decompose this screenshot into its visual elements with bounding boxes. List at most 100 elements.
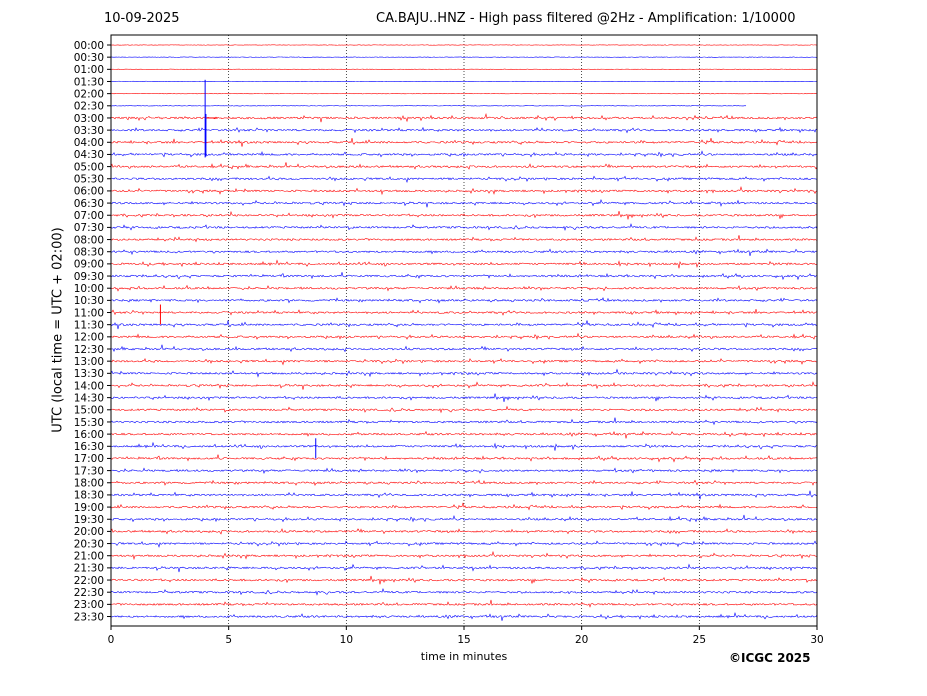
y-tick-label-09:00: 09:00 (74, 259, 104, 271)
trace-09:30 (110, 272, 818, 281)
trace-15:00 (110, 405, 818, 414)
y-tick-label-02:30: 02:30 (74, 101, 104, 113)
trace-10:00 (110, 284, 818, 292)
trace-19:00 (110, 502, 818, 511)
trace-19:30 (110, 514, 818, 523)
trace-04:00 (110, 137, 818, 147)
y-tick-label-08:00: 08:00 (74, 234, 104, 246)
y-tick-label-20:00: 20:00 (74, 526, 104, 538)
y-tick-label-07:00: 07:00 (74, 210, 104, 222)
y-tick-label-21:30: 21:30 (74, 563, 104, 575)
y-tick-label-16:00: 16:00 (74, 429, 104, 441)
y-tick-label-13:30: 13:30 (74, 368, 104, 380)
y-tick-label-23:30: 23:30 (74, 611, 104, 623)
y-tick-label-00:30: 00:30 (74, 52, 104, 64)
trace-05:30 (110, 175, 818, 184)
y-tick-label-04:30: 04:30 (74, 149, 104, 161)
y-tick-label-17:00: 17:00 (74, 453, 104, 465)
x-tick-label-30: 30 (810, 634, 823, 646)
trace-13:30 (110, 368, 818, 378)
x-tick-label-15: 15 (457, 634, 470, 646)
x-tick-label-10: 10 (340, 634, 353, 646)
y-tick-label-14:00: 14:00 (74, 380, 104, 392)
y-tick-label-13:00: 13:00 (74, 356, 104, 368)
trace-14:30 (110, 393, 818, 402)
y-tick-label-21:00: 21:00 (74, 551, 104, 563)
trace-21:30 (110, 563, 818, 573)
x-tick-label-0: 0 (108, 634, 115, 646)
grid-lines (228, 35, 700, 626)
y-tick-label-18:00: 18:00 (74, 478, 104, 490)
y-tick-label-14:30: 14:30 (74, 392, 104, 404)
trace-20:30 (110, 540, 818, 548)
y-tick-group: 00:0000:3001:0001:3002:0002:3003:0003:30… (74, 40, 111, 623)
trace-18:30 (110, 490, 818, 500)
y-tick-label-15:00: 15:00 (74, 405, 104, 417)
trace-06:00 (110, 186, 818, 196)
trace-03:00 (110, 112, 818, 123)
y-tick-label-01:00: 01:00 (74, 64, 104, 76)
y-tick-label-16:30: 16:30 (74, 441, 104, 453)
plot-frame (110, 34, 818, 627)
trace-11:30 (110, 320, 818, 330)
trace-08:00 (110, 235, 818, 243)
y-tick-label-07:30: 07:30 (74, 222, 104, 234)
trace-01:00 (110, 68, 818, 70)
trace-05:00 (110, 162, 818, 170)
y-tick-label-09:30: 09:30 (74, 271, 104, 283)
trace-18:00 (110, 479, 818, 486)
trace-02:00 (110, 93, 818, 95)
trace-22:30 (110, 587, 818, 596)
x-tick-label-20: 20 (575, 634, 588, 646)
trace-23:00 (111, 599, 818, 608)
y-tick-label-12:00: 12:00 (74, 332, 104, 344)
y-tick-label-05:00: 05:00 (74, 161, 104, 173)
y-tick-label-19:30: 19:30 (74, 514, 104, 526)
y-tick-label-22:00: 22:00 (74, 575, 104, 587)
trace-16:30 (110, 441, 818, 451)
trace-21:00 (110, 550, 818, 561)
y-tick-label-12:30: 12:30 (74, 344, 104, 356)
y-tick-label-19:00: 19:00 (74, 502, 104, 514)
y-tick-label-03:30: 03:30 (74, 125, 104, 137)
y-tick-label-00:00: 00:00 (74, 40, 104, 52)
trace-08:30 (110, 248, 818, 257)
trace-07:00 (110, 210, 818, 220)
trace-20:00 (110, 528, 818, 535)
event-group (159, 79, 317, 459)
trace-13:00 (110, 358, 818, 366)
trace-02:30 (110, 105, 747, 107)
x-tick-label-5: 5 (225, 634, 232, 646)
trace-22:00 (110, 575, 818, 585)
y-tick-label-11:30: 11:30 (74, 319, 104, 331)
y-tick-label-04:00: 04:00 (74, 137, 104, 149)
trace-17:00 (110, 454, 818, 463)
trace-12:00 (110, 332, 818, 340)
trace-12:30 (110, 344, 818, 353)
y-tick-label-02:00: 02:00 (74, 88, 104, 100)
y-tick-label-03:00: 03:00 (74, 113, 104, 125)
y-tick-label-01:30: 01:30 (74, 76, 104, 88)
trace-07:30 (110, 223, 818, 232)
chart-title: CA.BAJU..HNZ - High pass filtered @2Hz -… (376, 11, 796, 26)
trace-03:30 (110, 126, 818, 134)
copyright-label: ©ICGC 2025 (729, 651, 811, 665)
x-axis-label: time in minutes (420, 650, 508, 663)
trace-group (110, 44, 818, 621)
trace-09:00 (110, 259, 818, 269)
y-tick-label-11:00: 11:00 (74, 307, 104, 319)
trace-14:00 (110, 381, 818, 390)
trace-00:00 (110, 44, 818, 46)
y-tick-label-20:30: 20:30 (74, 538, 104, 550)
y-tick-label-23:00: 23:00 (74, 599, 104, 611)
y-tick-label-10:30: 10:30 (74, 295, 104, 307)
trace-01:30 (110, 80, 818, 83)
y-tick-label-06:30: 06:30 (74, 198, 104, 210)
trace-10:30 (110, 297, 818, 304)
x-tick-label-25: 25 (693, 634, 706, 646)
y-tick-label-15:30: 15:30 (74, 417, 104, 429)
x-tick-group: 0 5 10 15 20 25 30 (108, 626, 824, 646)
y-tick-label-05:30: 05:30 (74, 174, 104, 186)
trace-11:00 (110, 308, 818, 316)
y-tick-label-10:00: 10:00 (74, 283, 104, 295)
